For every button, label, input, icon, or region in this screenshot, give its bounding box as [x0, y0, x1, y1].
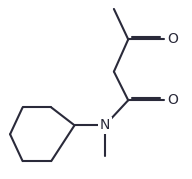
Text: O: O: [168, 93, 179, 107]
Text: N: N: [100, 118, 110, 132]
Text: O: O: [168, 32, 179, 46]
